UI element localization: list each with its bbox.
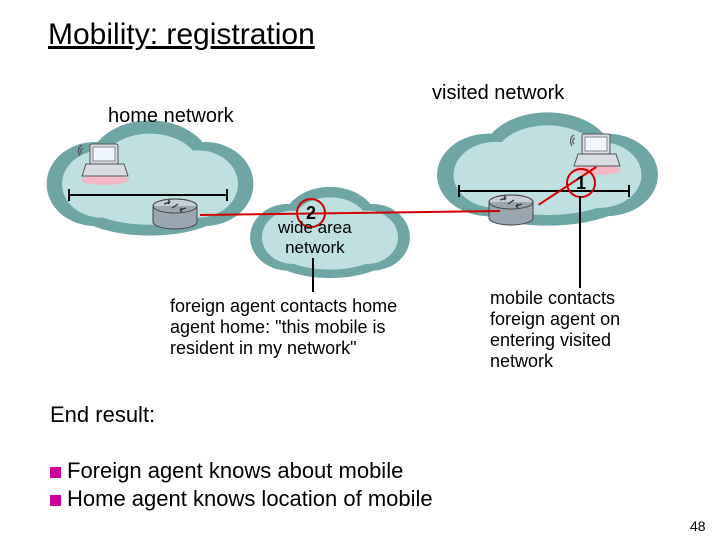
step-number-1: 1 [576, 173, 586, 194]
step-circle-1: 1 [566, 168, 596, 198]
slide-number: 48 [690, 518, 706, 534]
mobile-contacts-foreign-text: mobile contacts foreign agent on enterin… [490, 288, 620, 372]
callout-line-step1 [579, 196, 581, 288]
bullet-2-text: Home agent knows location of mobile [67, 486, 433, 511]
home-network-label: home network [108, 105, 234, 128]
slide-title: Mobility: registration [48, 18, 315, 52]
bullet-2: Home agent knows location of mobile [50, 460, 433, 512]
visited-network-label: visited network [432, 82, 564, 105]
end-result-heading: End result: [50, 402, 155, 428]
home-network-stub-left [68, 189, 70, 201]
home-network-stub-right [226, 189, 228, 201]
wide-area-network-label: wide area network [278, 218, 352, 258]
home-router-icon [150, 198, 200, 237]
callout-line-wan [312, 258, 314, 292]
visited-router-icon [486, 194, 536, 233]
visited-network-stub-left [458, 185, 460, 197]
home-network-bus [68, 194, 228, 196]
visited-network-bus [458, 190, 630, 192]
home-laptop-icon [78, 142, 132, 191]
visited-network-stub-right [628, 185, 630, 197]
bullet-square-icon [50, 495, 61, 506]
foreign-agent-contacts-home-text: foreign agent contacts home agent home: … [170, 296, 397, 359]
